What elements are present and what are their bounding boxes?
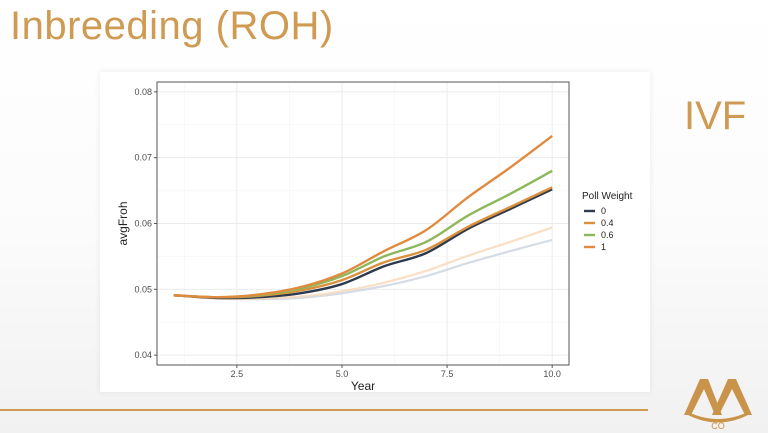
- y-tick-label: 0.08: [134, 87, 152, 97]
- legend-entry-label: 0: [601, 206, 606, 216]
- y-tick-label: 0.07: [134, 153, 152, 163]
- y-axis-title: avgFroh: [116, 201, 130, 245]
- logo-text: CO: [711, 421, 725, 431]
- slide-title: Inbreeding (ROH): [10, 4, 334, 48]
- x-tick-label: 5.0: [336, 369, 349, 379]
- y-tick-label: 0.05: [134, 284, 152, 294]
- legend-title: Poll Weight: [582, 191, 633, 202]
- logo-mark: [684, 379, 752, 423]
- chart-card: 0.04 0.05 0.06 0.07 0.08 2.5 5.0 7.5 10.0 Year avg…: [100, 72, 650, 392]
- bottom-divider: [0, 409, 648, 411]
- legend-entry-label: 0.4: [601, 218, 614, 228]
- x-tick-label: 2.5: [231, 369, 244, 379]
- series-line-1: [173, 135, 553, 299]
- ivf-label: IVF: [684, 94, 747, 138]
- legend-entry-label: 1: [601, 242, 606, 252]
- froh-line-chart: 0.04 0.05 0.06 0.07 0.08 2.5 5.0 7.5 10.0 Year avg…: [116, 81, 633, 392]
- y-tick-label: 0.06: [134, 219, 152, 229]
- x-axis-title: Year: [351, 379, 375, 392]
- x-tick-label: 10.0: [543, 369, 561, 379]
- x-tick-label: 7.5: [441, 369, 454, 379]
- y-tick-label: 0.04: [134, 350, 152, 360]
- company-logo: CO: [684, 379, 752, 431]
- legend-entry-label: 0.6: [601, 230, 614, 240]
